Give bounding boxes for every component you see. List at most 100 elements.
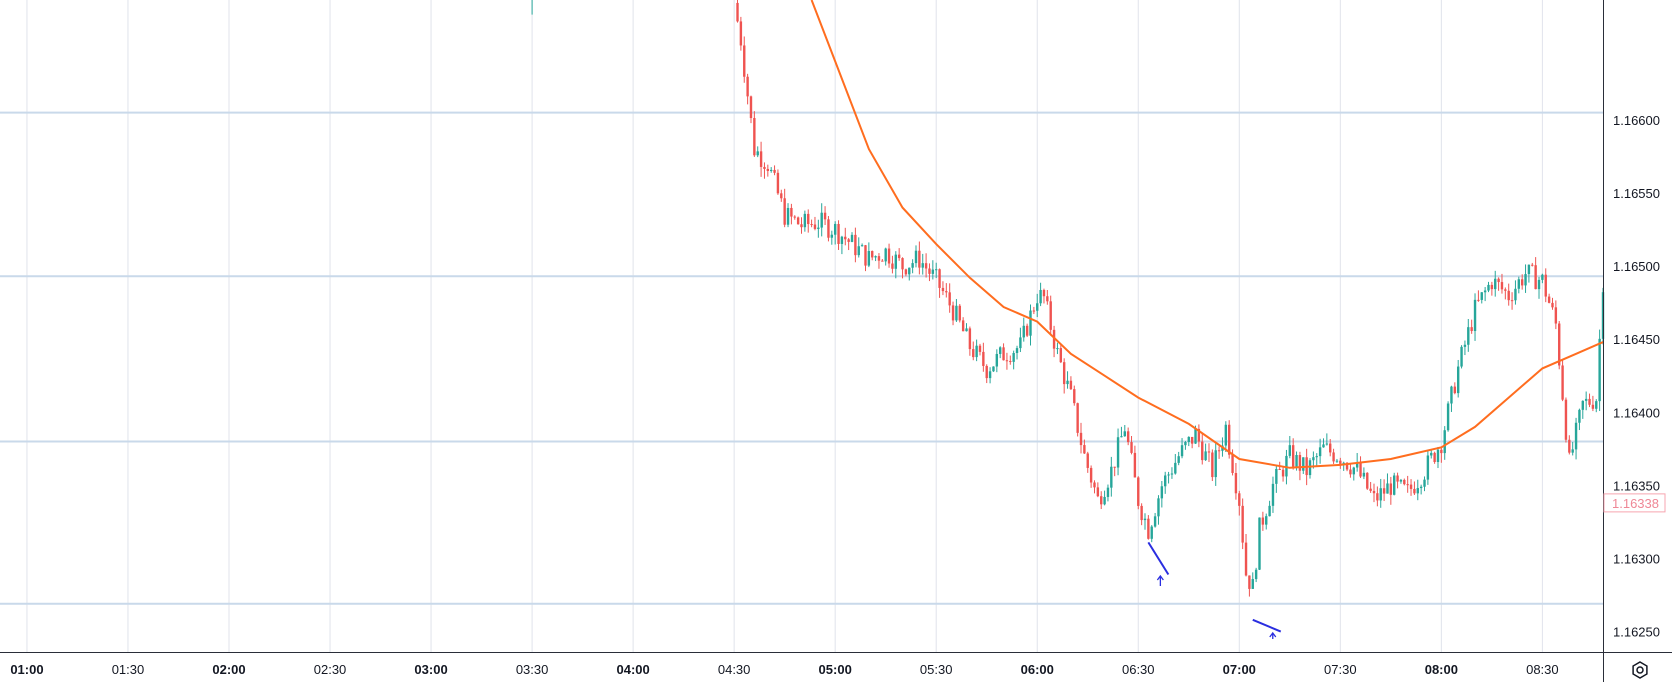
y-tick-label: 1.16600 bbox=[1613, 113, 1660, 128]
candle-body bbox=[1258, 517, 1261, 570]
candle-body bbox=[881, 260, 884, 262]
ma-line bbox=[810, 0, 1604, 469]
candle-body bbox=[1079, 432, 1083, 446]
candle-body bbox=[955, 305, 958, 321]
candle-body bbox=[1531, 264, 1534, 266]
candle-body bbox=[1234, 472, 1238, 494]
settings-gear-icon[interactable] bbox=[1628, 658, 1652, 682]
candle-body bbox=[1022, 325, 1025, 338]
candle-body bbox=[1419, 486, 1423, 489]
candle-body bbox=[1278, 468, 1281, 470]
candle-body bbox=[1285, 455, 1288, 477]
candle-body bbox=[871, 251, 874, 258]
candle-body bbox=[1056, 348, 1059, 350]
candle-body bbox=[1308, 460, 1312, 476]
candle-body bbox=[1012, 353, 1015, 362]
candle-body bbox=[1362, 472, 1366, 477]
x-tick-label: 04:30 bbox=[718, 662, 751, 677]
candle-body bbox=[1467, 327, 1470, 345]
price-tag-box bbox=[1603, 493, 1666, 513]
candle-body bbox=[1201, 441, 1204, 461]
candle-body bbox=[1595, 401, 1598, 409]
candle-body bbox=[756, 151, 759, 156]
candle-body bbox=[1049, 301, 1052, 330]
candle-body bbox=[1578, 409, 1581, 423]
candle-body bbox=[1460, 346, 1463, 367]
candle-body bbox=[783, 198, 786, 225]
candle-body bbox=[887, 248, 891, 264]
y-tick-label: 1.16350 bbox=[1613, 478, 1660, 493]
candle-body bbox=[972, 349, 975, 358]
candle-body bbox=[1086, 453, 1089, 468]
candle-body bbox=[1483, 290, 1487, 293]
candle-body bbox=[1130, 442, 1133, 453]
x-tick-label: 01:00 bbox=[10, 662, 43, 677]
candle-body bbox=[1180, 445, 1184, 457]
candle-body bbox=[1100, 496, 1103, 505]
candle-body bbox=[914, 250, 918, 264]
x-tick-label: 05:00 bbox=[819, 662, 852, 677]
candle-body bbox=[1238, 493, 1241, 506]
candle-body bbox=[894, 254, 897, 269]
up-arrow-icon bbox=[1269, 631, 1277, 639]
candle-body bbox=[965, 328, 968, 332]
candle-body bbox=[1318, 447, 1322, 457]
candle-body bbox=[1490, 284, 1494, 290]
candle-body bbox=[1103, 496, 1106, 505]
candle-body bbox=[1110, 466, 1113, 488]
x-tick-label: 02:00 bbox=[212, 662, 245, 677]
candle-body bbox=[921, 263, 924, 268]
candle-body bbox=[1558, 323, 1561, 366]
candle-body bbox=[1150, 526, 1153, 539]
x-tick-label: 03:00 bbox=[414, 662, 447, 677]
moving-average bbox=[810, 0, 1604, 469]
candle-body bbox=[988, 371, 992, 379]
candle-body bbox=[1554, 307, 1558, 324]
candle-body bbox=[1029, 310, 1032, 336]
candle-body bbox=[1160, 486, 1164, 499]
candle-body bbox=[1190, 436, 1194, 444]
x-tick-label: 06:30 bbox=[1122, 662, 1155, 677]
candle-body bbox=[1423, 479, 1426, 487]
candle-body bbox=[1416, 488, 1419, 494]
x-tick-label: 08:00 bbox=[1425, 662, 1458, 677]
candle-body bbox=[1315, 456, 1318, 458]
candle-body bbox=[1409, 484, 1413, 489]
candle-body bbox=[763, 166, 766, 169]
x-tick-label: 02:30 bbox=[314, 662, 347, 677]
x-tick-label: 01:30 bbox=[112, 662, 145, 677]
candle-body bbox=[1126, 431, 1130, 443]
candle-body bbox=[1335, 460, 1339, 462]
candle-body bbox=[867, 251, 871, 266]
candle-body bbox=[820, 212, 823, 228]
candle-body bbox=[1541, 274, 1544, 280]
candle-body bbox=[847, 239, 850, 242]
candle-body bbox=[935, 269, 938, 271]
candle-body bbox=[1123, 431, 1126, 437]
x-tick-label: 05:30 bbox=[920, 662, 953, 677]
candle-body bbox=[1396, 475, 1399, 482]
candle-body bbox=[840, 236, 844, 244]
candle-body bbox=[1456, 366, 1460, 394]
candle-body bbox=[1261, 517, 1265, 525]
candle-body bbox=[995, 353, 999, 367]
candle-body bbox=[901, 258, 904, 270]
candle-body bbox=[1345, 462, 1349, 470]
candle-body bbox=[817, 227, 820, 229]
horizontal-levels bbox=[0, 111, 1603, 605]
candle-body bbox=[948, 292, 951, 306]
candle-body bbox=[1089, 467, 1093, 483]
candle-body bbox=[773, 169, 776, 173]
candle-body bbox=[1224, 424, 1228, 446]
candle-body bbox=[837, 223, 840, 244]
candle-body bbox=[1066, 380, 1069, 385]
candle-body bbox=[1231, 454, 1234, 473]
candle-body bbox=[1059, 348, 1063, 363]
candle-body bbox=[1325, 443, 1329, 445]
candle-body bbox=[790, 207, 793, 217]
candle-body bbox=[793, 216, 796, 218]
candle-body bbox=[1504, 289, 1507, 291]
candle-body bbox=[1382, 488, 1386, 494]
candle-body bbox=[1194, 428, 1197, 444]
